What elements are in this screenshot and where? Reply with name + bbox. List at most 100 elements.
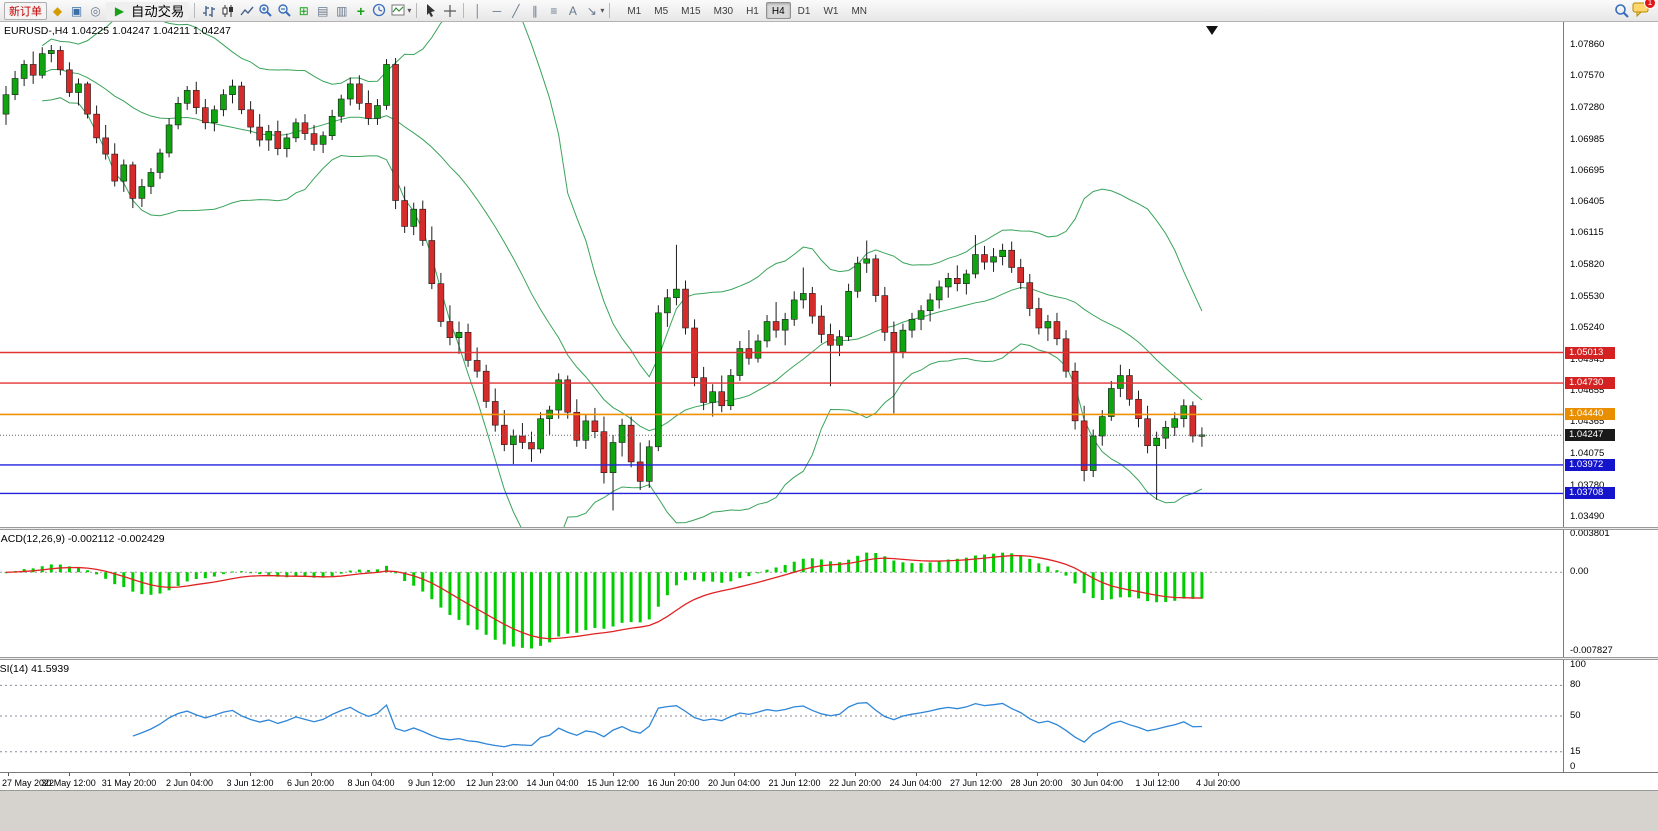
price-axis-tick: 1.07280: [1570, 101, 1605, 113]
toolbar-separator: [609, 3, 611, 18]
time-axis-label: 22 Jun 20:00: [828, 778, 882, 788]
zoom-in-icon[interactable]: [257, 2, 274, 19]
horizontal-line-tool-icon[interactable]: ─: [492, 3, 502, 18]
indicators-icon[interactable]: +: [356, 2, 365, 19]
time-axis-label: 27 Jun 12:00: [949, 778, 1003, 788]
time-axis-tick: [552, 773, 554, 776]
toolbar-separator: [463, 3, 465, 18]
notifications-button[interactable]: 1: [1632, 0, 1656, 20]
time-axis-label: 6 Jun 20:00: [286, 778, 335, 788]
price-axis-tick: 1.05530: [1570, 290, 1605, 302]
price-axis[interactable]: 1.07860 1.07570 1.07280 1.06985 1.06695 1.064…: [1563, 22, 1658, 772]
tile-windows-icon[interactable]: ⊞: [298, 3, 309, 18]
main-chart-panel[interactable]: EURUSD-,H4 1.04225 1.04247 1.04211 1.042…: [0, 22, 1563, 527]
search-icon[interactable]: [1613, 2, 1630, 19]
price-tag-1.03972[interactable]: 1.03972: [1565, 458, 1615, 471]
periods-clock-icon[interactable]: [371, 2, 388, 19]
history-center-icon[interactable]: ◎: [90, 3, 101, 18]
price-axis-tick: 1.05820: [1570, 259, 1605, 271]
new-order-button[interactable]: 新订单: [4, 1, 47, 20]
timeframe-button-m5[interactable]: M5: [654, 6, 669, 17]
panel-divider[interactable]: [0, 527, 1658, 530]
price-tag-1.04440[interactable]: 1.04440: [1565, 408, 1615, 421]
toolbar-separator: [416, 3, 418, 18]
time-axis-label: 30 May 12:00: [41, 778, 96, 788]
price-axis-tick: 1.03490: [1570, 511, 1605, 522]
rsi-chart[interactable]: [0, 660, 1563, 772]
time-axis-label: 21 Jun 12:00: [768, 778, 821, 788]
time-axis-tick: [8, 773, 9, 776]
time-axis-tick: [734, 773, 735, 776]
symbol-info-line: EURUSD-,H4 1.04225 1.04247 1.04211 1.042…: [4, 25, 231, 37]
candlestick-chart[interactable]: [0, 22, 1563, 527]
trendline-tool-icon[interactable]: ╱: [512, 3, 520, 18]
time-axis-tick: [68, 773, 70, 776]
bottom-strip: [0, 790, 1658, 831]
time-axis-tick: [431, 773, 433, 776]
price-tag-1.04730[interactable]: 1.04730: [1565, 377, 1615, 390]
price-tag-1.05013[interactable]: 1.05013: [1565, 346, 1615, 359]
price-tag-1.03708[interactable]: 1.03708: [1565, 487, 1615, 500]
toolbar-separator: [194, 3, 196, 18]
line-chart-type-icon[interactable]: [238, 2, 255, 19]
timeframe-button-m30[interactable]: M30: [713, 6, 734, 17]
fibonacci-tool-icon[interactable]: ≡: [550, 3, 558, 18]
market-watch-icon[interactable]: ◆: [52, 3, 63, 18]
timeframe-button-m15[interactable]: M15: [681, 6, 701, 17]
bar-chart-type-icon[interactable]: [200, 2, 217, 19]
time-axis-tick: [250, 773, 251, 776]
timeframe-button-m1[interactable]: M1: [627, 6, 642, 17]
time-axis-label: 1 Jul 12:00: [1135, 778, 1180, 788]
time-axis-tick: [1097, 773, 1098, 776]
price-axis-tick: 1.06695: [1570, 164, 1605, 176]
timeframe-button-h1[interactable]: H1: [746, 6, 759, 17]
price-axis-tick: 1.04655: [1570, 385, 1605, 397]
macd-axis-label: -0.007827: [1570, 645, 1613, 656]
cursor-icon[interactable]: [422, 2, 439, 19]
timeframe-button-d1[interactable]: D1: [797, 6, 811, 17]
new-order-label: 新订单: [9, 5, 42, 18]
candles-layer: [2, 45, 1206, 511]
text-tool-icon[interactable]: A: [568, 3, 577, 18]
time-axis-label: 9 Jun 12:00: [407, 778, 456, 788]
templates-dropdown-icon[interactable]: ▾: [407, 6, 412, 15]
macd-chart[interactable]: [0, 530, 1563, 657]
price-axis-tick: 1.07570: [1570, 70, 1605, 82]
price-axis-tick: 1.06985: [1570, 133, 1605, 145]
crosshair-icon[interactable]: [441, 2, 458, 19]
shapes-dropdown-icon[interactable]: ▾: [600, 6, 605, 15]
time-axis-tick: [855, 773, 856, 776]
bollinger-lower-band: [42, 97, 1203, 527]
cascade-windows-icon[interactable]: ▤: [317, 3, 329, 18]
arrows-tool-icon[interactable]: ↘: [586, 3, 597, 18]
macd-panel[interactable]: MACD(12,26,9) -0.002112 -0.002429: [0, 530, 1563, 657]
price-tag-1.04247[interactable]: 1.04247: [1565, 429, 1615, 442]
panel-divider[interactable]: [0, 657, 1658, 660]
time-axis-tick: [310, 773, 312, 776]
vertical-line-tool-icon[interactable]: │: [474, 3, 482, 18]
time-axis-tick: [915, 773, 917, 776]
auto-trading-button[interactable]: ▶ 自动交易: [106, 1, 190, 20]
rsi-panel[interactable]: RSI(14) 41.5939: [0, 660, 1563, 772]
templates-icon[interactable]: [390, 2, 407, 19]
timeframe-button-w1[interactable]: W1: [823, 6, 839, 17]
chart-region: EURUSD-,H4 1.04225 1.04247 1.04211 1.042…: [0, 22, 1658, 790]
zoom-out-icon[interactable]: [276, 2, 293, 19]
time-axis-tick: [1157, 773, 1159, 776]
arrange-windows-icon[interactable]: ▥: [336, 3, 348, 18]
time-axis[interactable]: 27 May 2022 30 May 12:00 31 May 20:00 2 Jun…: [0, 772, 1658, 790]
time-axis-label: 27 May 2022: [2, 778, 55, 788]
channel-tool-icon[interactable]: ∥: [531, 3, 538, 18]
rsi-line: [132, 702, 1202, 748]
timeframe-button-h4[interactable]: H4: [765, 2, 791, 19]
rsi-axis-label: 15: [1570, 745, 1581, 757]
candlestick-chart-type-icon[interactable]: [219, 2, 236, 19]
timeframe-button-mn[interactable]: MN: [851, 6, 868, 17]
macd-axis-label: 0.00: [1570, 566, 1589, 578]
price-axis-tick: 1.05240: [1570, 321, 1605, 333]
chart-shift-marker[interactable]: [1206, 26, 1218, 35]
price-axis-tick: 1.04945: [1570, 353, 1605, 365]
data-window-icon[interactable]: ▣: [70, 3, 83, 18]
price-axis-tick: 1.07860: [1570, 39, 1605, 50]
